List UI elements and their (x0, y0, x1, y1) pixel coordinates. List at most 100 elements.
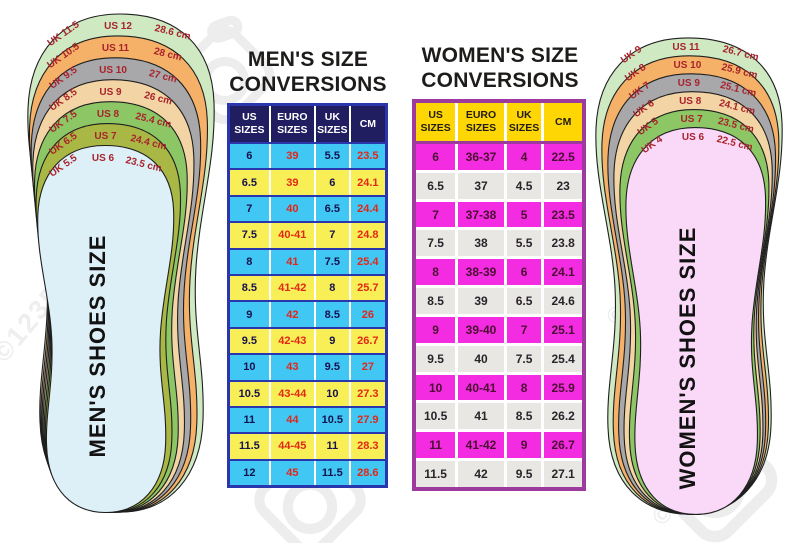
table-row: 8 38-39 6 24.1 (416, 259, 582, 286)
table-cell: 38-39 (458, 259, 504, 286)
table-row: 10 43 9.5 27 (230, 355, 385, 380)
table-cell: 28.6 (350, 460, 385, 486)
table-cell: 7 (230, 196, 269, 222)
table-cell: 25.4 (350, 249, 385, 274)
table-cell: 25.7 (350, 275, 385, 301)
table-cell: 9.5 (506, 461, 542, 487)
table-cell: 40-41 (270, 223, 314, 248)
table-row: 9 42 8.5 26 (230, 302, 385, 327)
table-row: 6 36-37 4 22.5 (416, 144, 582, 170)
table-row: 9 39-40 7 25.1 (416, 316, 582, 343)
insole-band (625, 127, 767, 515)
column-header: US SIZES (230, 106, 269, 142)
shoe-title: MEN'S SHOES SIZE (85, 235, 110, 458)
table-cell: 6 (506, 259, 542, 286)
table-cell: 8.5 (506, 403, 542, 430)
table-row: 8.5 39 6.5 24.6 (416, 288, 582, 314)
table-cell: 10.5 (230, 381, 269, 406)
table-row: 8.5 41-42 8 25.7 (230, 275, 385, 301)
table-row: 10.5 43-44 10 27.3 (230, 381, 385, 406)
table-row: 11 41-42 9 26.7 (416, 432, 582, 459)
table-row: 10.5 41 8.5 26.2 (416, 403, 582, 430)
table-cell: 8 (315, 275, 349, 301)
table-cell: 7.5 (416, 230, 456, 257)
table-cell: 6 (315, 170, 349, 195)
table-cell: 27.1 (544, 461, 582, 487)
table-cell: 9.5 (416, 345, 456, 372)
column-header: EURO SIZES (270, 106, 314, 142)
table-row: 7 40 6.5 24.4 (230, 196, 385, 222)
table-cell: 43-44 (270, 381, 314, 406)
band-us-size-label: US 10 (99, 65, 127, 76)
band-us-size-label: US 11 (102, 43, 130, 54)
table-cell: 25.1 (544, 316, 582, 343)
table-cell: 42-43 (270, 328, 314, 354)
table-cell: 44 (270, 407, 314, 433)
band-us-size-label: US 10 (674, 60, 702, 71)
table-row: 7.5 40-41 7 24.8 (230, 223, 385, 248)
band-us-size-label: US 7 (94, 131, 117, 142)
table-row: 6.5 37 4.5 23 (416, 172, 582, 199)
table-cell: 38 (458, 230, 504, 257)
table-cell: 10 (416, 374, 456, 401)
table-cell: 4.5 (506, 172, 542, 199)
table-cell: 6.5 (230, 170, 269, 195)
table-cell: 23.5 (350, 144, 385, 169)
table-row: 8 41 7.5 25.4 (230, 249, 385, 274)
mens-size-table: US SIZES EURO SIZES UK SIZES CM 6 39 5.5 23.5 6… (227, 103, 388, 488)
table-cell: 10.5 (315, 407, 349, 433)
band-us-size-label: US 6 (92, 153, 115, 164)
table-cell: 25.4 (544, 345, 582, 372)
table-cell: 7 (315, 223, 349, 248)
band-us-size-label: US 9 (99, 87, 122, 98)
table-cell: 22.5 (544, 144, 582, 170)
table-cell: 6.5 (416, 172, 456, 199)
table-cell: 9 (315, 328, 349, 354)
table-cell: 26.2 (544, 403, 582, 430)
table-cell: 6.5 (506, 288, 542, 314)
table-cell: 41 (458, 403, 504, 430)
band-us-size-label: US 11 (672, 42, 700, 53)
insole-band (37, 144, 175, 514)
table-cell: 8 (416, 259, 456, 286)
table-cell: 26 (350, 302, 385, 327)
table-row: 11.5 42 9.5 27.1 (416, 461, 582, 487)
table-cell: 41-42 (270, 275, 314, 301)
table-cell: 42 (270, 302, 314, 327)
table-cell: 9.5 (230, 328, 269, 354)
mens-title-line2: CONVERSIONS (229, 73, 387, 96)
table-cell: 6 (230, 144, 269, 169)
column-header: CM (544, 103, 582, 141)
mens-title-line1: MEN'S SIZE (247, 48, 369, 71)
table-cell: 11.5 (416, 461, 456, 487)
band-us-size-label: US 7 (680, 114, 703, 125)
table-cell: 28.3 (350, 434, 385, 459)
table-cell: 5.5 (506, 230, 542, 257)
table-cell: 37 (458, 172, 504, 199)
womens-table-header: US SIZES EURO SIZES UK SIZES CM (416, 103, 582, 141)
mens-table-header: US SIZES EURO SIZES UK SIZES CM (230, 106, 385, 142)
table-cell: 24.1 (544, 259, 582, 286)
table-cell: 8.5 (315, 302, 349, 327)
table-row: 9.5 42-43 9 26.7 (230, 328, 385, 354)
table-cell: 11.5 (315, 460, 349, 486)
table-cell: 7 (506, 316, 542, 343)
table-cell: 27.9 (350, 407, 385, 433)
table-row: 10 40-41 8 25.9 (416, 374, 582, 401)
column-header: UK SIZES (506, 103, 542, 141)
table-cell: 10.5 (416, 403, 456, 430)
table-cell: 5.5 (315, 144, 349, 169)
table-cell: 9.5 (315, 355, 349, 380)
table-cell: 8 (506, 374, 542, 401)
table-cell: 9 (416, 316, 456, 343)
column-header: UK SIZES (315, 106, 349, 142)
table-cell: 42 (458, 461, 504, 487)
table-row: 9.5 40 7.5 25.4 (416, 345, 582, 372)
table-cell: 23.5 (544, 201, 582, 228)
womens-table-body: 6 36-37 4 22.5 6.5 37 4.5 23 7 37-38 5 23.5 7.5 38 5.5… (416, 144, 582, 487)
table-cell: 23.8 (544, 230, 582, 257)
womens-title-line2: CONVERSIONS (421, 69, 579, 92)
table-cell: 8.5 (230, 275, 269, 301)
table-cell: 45 (270, 460, 314, 486)
